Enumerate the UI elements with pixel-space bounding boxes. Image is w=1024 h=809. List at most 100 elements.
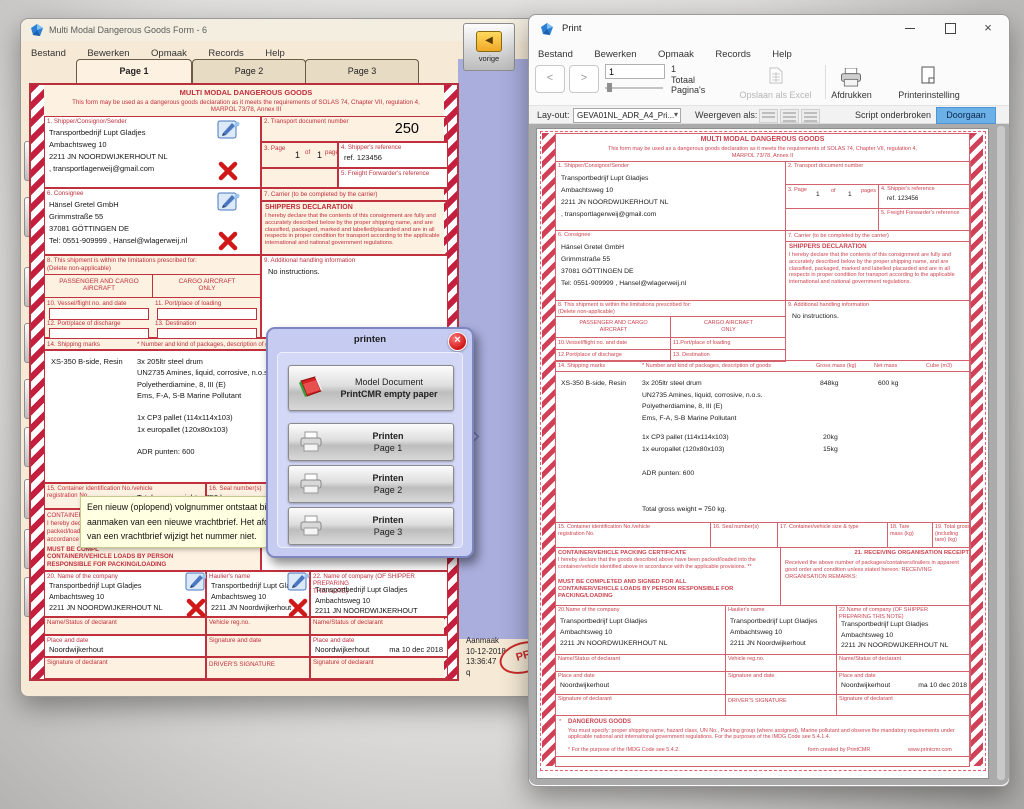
menu-help[interactable]: Help (265, 48, 285, 59)
box11-label: 11. Port/place of loading (155, 300, 222, 307)
box8-sub: (Delete non-applicable) (558, 309, 615, 315)
book-icon (299, 376, 322, 397)
box2-value[interactable]: 250 (394, 121, 419, 137)
app-icon (31, 24, 43, 36)
prev-page-button[interactable]: < (535, 65, 565, 93)
box1-value[interactable]: Transportbedrijf Lupt Gladjes Ambachtswe… (49, 128, 168, 173)
maximize-icon[interactable] (931, 15, 969, 41)
tab-page-1[interactable]: Page 1 (76, 59, 192, 83)
menu-opmaak[interactable]: Opmaak (658, 49, 694, 60)
tab-page-3[interactable]: Page 3 (305, 59, 419, 83)
model-document-button[interactable]: Model Document PrintCMR empty paper (288, 365, 454, 411)
edit-icon[interactable] (287, 572, 310, 592)
close-icon[interactable]: × (984, 20, 992, 35)
box14-desc-label: * Number and kind of packages, descripti… (137, 341, 283, 348)
dangerous-goods-title: DANGEROUS GOODS (568, 719, 632, 725)
goods-description: 3x 205ltr steel drum UN2735 Amines, liqu… (642, 380, 763, 422)
net-mass-1: 600 kg (878, 380, 899, 387)
menu-records[interactable]: Records (208, 48, 244, 59)
box11-label: 11.Port/place of loading (673, 340, 731, 346)
layout-dropdown[interactable]: GEVA01NL_ADR_A4_Pri... ▾ (573, 108, 681, 123)
dg-star: * (559, 719, 562, 725)
box3-page[interactable]: 1 (295, 150, 301, 160)
cert-bold: MUST BE COMPL CONTAINER/VEHICLE LOADS BY… (47, 546, 174, 568)
clear-x-icon[interactable] (217, 161, 239, 181)
next-page-button[interactable]: > (569, 65, 599, 93)
print-page3-button[interactable]: Printen Page 3 (288, 507, 454, 545)
declaration-body: I hereby declare that the contents of th… (265, 213, 440, 247)
print2-line1: Printen (372, 473, 404, 483)
preview-scrollbar[interactable] (997, 126, 1005, 780)
menu-opmaak[interactable]: Opmaak (151, 48, 187, 59)
tab-page-2[interactable]: Page 2 (192, 59, 306, 83)
menu-bewerken[interactable]: Bewerken (87, 48, 130, 59)
box10-input[interactable] (49, 308, 149, 320)
box4-value: ref. 123456 (887, 195, 919, 202)
packing-cert-body: I hereby declare that the goods describe… (558, 557, 756, 570)
packing-cert-bold: MUST BE COMPLETED AND SIGNED FOR ALL CON… (558, 579, 734, 599)
print1-line1: Printen (372, 431, 404, 441)
box3-pages: pages (861, 188, 876, 194)
box9-value[interactable]: No instructions. (268, 267, 320, 276)
box8-sub: (Delete non-applicable) (47, 265, 111, 272)
footer-right: www.printcmr.com (908, 747, 952, 753)
box3-total[interactable]: 1 (317, 150, 323, 160)
clear-x-icon[interactable] (217, 231, 239, 251)
printer-icon (300, 473, 322, 494)
box6-value[interactable]: Hänsel Gretel GmbH Grimmstraße 55 37081 … (49, 200, 188, 245)
box6-value: Hänsel Gretel GmbH Grimmstraße 55 37081 … (561, 244, 687, 287)
box15-label: 15. Container identification No./vehicle… (47, 485, 153, 500)
box22-value: Transportbedrijf Lupt Gladjes Ambachtswe… (841, 621, 949, 649)
date-value-2[interactable]: ma 10 dec 2018 (389, 645, 443, 654)
box16-label: 16. Seal number(s) (209, 485, 262, 492)
edit-icon[interactable] (217, 192, 240, 212)
edit-icon[interactable] (185, 572, 208, 592)
minimize-icon[interactable] (891, 15, 929, 41)
pages-word: Pagina's (671, 85, 706, 95)
box18-label: 18. Tare mass (kg) (890, 524, 914, 537)
box20-value: Transportbedrijf Lupt Gladjes Ambachtswe… (560, 618, 668, 647)
place-date-value-2[interactable]: Noordwijkerhout (315, 645, 370, 654)
close-icon[interactable]: × (448, 332, 467, 351)
menu-bestand[interactable]: Bestand (538, 49, 573, 60)
form-window-titlebar[interactable]: Multi Modal Dangerous Goods Form - 6 (21, 19, 541, 41)
clear-x-icon[interactable] (287, 598, 309, 618)
declaration-body: I hereby declare that the contents of th… (789, 252, 955, 286)
box8-col2: CARGO AIRCRAFT ONLY (704, 320, 753, 333)
printer-settings-button[interactable]: Printerinstelling (898, 90, 960, 100)
pallet-2: 1x europallet (120x80x103) (642, 446, 725, 453)
receipt-title: 21. RECEIVING ORGANISATION RECEIPT (854, 550, 969, 556)
box11-input[interactable] (157, 308, 257, 320)
menu-bestand[interactable]: Bestand (31, 48, 66, 59)
back-button[interactable]: ◀ vorige (463, 23, 515, 71)
box3-pages: pages (325, 149, 342, 156)
chevron-down-icon: ▾ (673, 110, 678, 119)
script-status: Script onderbroken (854, 110, 931, 120)
box4-value[interactable]: ref. 123456 (344, 153, 382, 162)
box22-value[interactable]: Transportbedrijf Lupt Gladjes Ambachtswe… (315, 585, 418, 615)
shipping-marks[interactable]: XS-350 B-side, Resin (51, 357, 123, 366)
print-button[interactable]: Afdrukken (831, 90, 872, 100)
menu-bewerken[interactable]: Bewerken (594, 49, 637, 60)
box20-value[interactable]: Transportbedrijf Lupt Gladjes Ambachtswe… (49, 581, 163, 612)
place-date-value[interactable]: Noordwijkerhout (49, 645, 104, 654)
printer-icon (300, 431, 322, 452)
declarant-label: Name/Status of declarant (313, 619, 383, 626)
menu-records[interactable]: Records (715, 49, 751, 60)
edit-icon[interactable] (217, 120, 240, 140)
goods-description[interactable]: 3x 205ltr steel drum UN2735 Amines, liqu… (137, 357, 270, 502)
view-list-icon (759, 109, 778, 123)
page-number-input[interactable] (605, 64, 665, 79)
view-as-label: Weergeven als: (695, 110, 758, 120)
print1-line2: Page 1 (373, 443, 403, 453)
page-slider-track[interactable] (605, 87, 663, 89)
print-page1-button[interactable]: Printen Page 1 (288, 423, 454, 461)
clear-x-icon[interactable] (185, 598, 207, 618)
form-subtitle: This form may be used as a dangerous goo… (72, 99, 420, 114)
page-slider-thumb[interactable] (607, 83, 612, 92)
menu-help[interactable]: Help (772, 49, 792, 60)
created-timestamp: Aanmaak 10-12-2018 13:36:47 q (466, 636, 506, 677)
continue-button[interactable]: Doorgaan (936, 107, 996, 124)
print-page2-button[interactable]: Printen Page 2 (288, 465, 454, 503)
adr-points: ADR punten: 600 (642, 470, 695, 477)
